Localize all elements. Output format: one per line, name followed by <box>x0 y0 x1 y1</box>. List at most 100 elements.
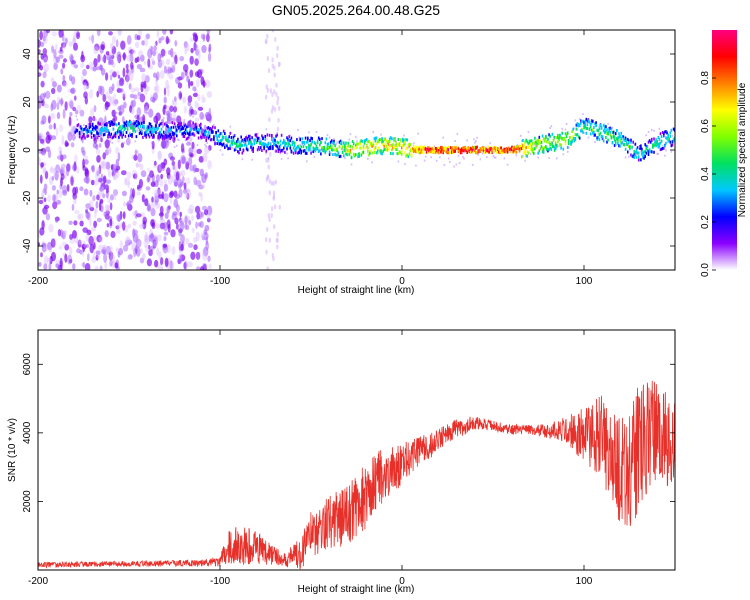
heatmap-cell <box>122 52 126 61</box>
heatmap-cell <box>577 135 580 139</box>
heatmap-cell <box>53 122 56 130</box>
heatmap-cell <box>126 76 129 85</box>
heatmap-cell <box>265 249 268 255</box>
heatmap-cell <box>513 145 515 149</box>
heatmap-cell <box>129 105 133 113</box>
heatmap-cell <box>254 133 257 137</box>
heatmap-cell <box>137 127 140 129</box>
heatmap-cell <box>268 237 271 243</box>
heatmap-cell <box>217 139 220 143</box>
heatmap-cell <box>403 138 405 142</box>
heatmap-cell <box>47 258 51 263</box>
heatmap-cell <box>263 142 265 146</box>
heatmap-cell <box>173 132 176 136</box>
heatmap-cell <box>62 190 68 196</box>
heatmap-cell <box>200 122 202 126</box>
heatmap-cell <box>207 145 212 151</box>
heatmap-cell <box>562 137 565 140</box>
heatmap-cell <box>598 127 601 131</box>
heatmap-cell <box>85 233 90 242</box>
heatmap-cell <box>189 133 191 137</box>
heatmap-cell <box>150 232 154 243</box>
heatmap-cell <box>424 151 427 154</box>
heatmap-cell <box>635 147 638 151</box>
heatmap-cell <box>416 148 418 152</box>
heatmap-cell <box>652 145 654 149</box>
heatmap-cell <box>319 144 321 147</box>
heatmap-cell <box>491 147 494 151</box>
heatmap-cell <box>243 142 246 144</box>
heatmap-cell <box>474 141 476 144</box>
heatmap-cell <box>43 162 47 167</box>
heatmap-cell <box>455 146 458 150</box>
heatmap-cell <box>646 150 649 153</box>
heatmap-cell <box>661 131 664 134</box>
heatmap-cell <box>177 159 181 170</box>
heatmap-cell <box>158 123 161 127</box>
heatmap-cell <box>344 146 346 150</box>
heatmap-cell <box>233 141 236 145</box>
heatmap-cell <box>288 142 290 146</box>
heatmap-cell <box>97 132 99 136</box>
heatmap-cell <box>252 139 254 142</box>
heatmap-cell <box>275 149 277 153</box>
heatmap-cell <box>275 91 278 97</box>
heatmap-cell <box>143 80 147 89</box>
heatmap-cell <box>71 60 76 65</box>
heatmap-cell <box>100 44 105 51</box>
heatmap-cell <box>180 121 182 125</box>
heatmap-cell <box>228 146 230 150</box>
heatmap-cell <box>262 137 264 141</box>
heatmap-cell <box>435 159 438 162</box>
heatmap-cell <box>114 135 117 139</box>
heatmap-cell <box>138 131 141 135</box>
snr-xlabel: Height of straight line (km) <box>298 584 415 595</box>
heatmap-cell <box>625 143 628 146</box>
heatmap-cell <box>105 210 110 216</box>
heatmap-cell <box>187 208 193 214</box>
heatmap-cell <box>471 163 474 166</box>
heatmap-cell <box>562 153 565 156</box>
heatmap-cell <box>588 127 591 131</box>
heatmap-cell <box>58 54 64 59</box>
heatmap-cell <box>115 131 118 135</box>
heatmap-cell <box>142 135 144 139</box>
heatmap-cell <box>332 140 334 144</box>
heatmap-cell <box>364 146 367 150</box>
heatmap-cell <box>205 130 207 134</box>
heatmap-cell <box>83 91 88 99</box>
heatmap-cell <box>592 128 594 132</box>
heatmap-cell <box>276 237 279 243</box>
heatmap-cell <box>129 49 135 54</box>
heatmap-cell <box>41 194 45 201</box>
heatmap-cell <box>162 243 168 248</box>
heatmap-cell <box>149 130 152 134</box>
heatmap-cell <box>153 236 158 246</box>
heatmap-cell <box>102 128 105 132</box>
heatmap-cell <box>69 100 74 109</box>
heatmap-cell <box>83 155 89 160</box>
heatmap-cell <box>641 150 643 154</box>
heatmap-cell <box>664 154 666 157</box>
heatmap-cell <box>207 52 212 62</box>
heatmap-cell <box>179 56 185 62</box>
heatmap-cell <box>101 125 104 128</box>
heatmap-cell <box>251 136 253 140</box>
heatmap-cell <box>85 203 91 209</box>
heatmap-cell <box>343 141 345 145</box>
heatmap-cell <box>120 112 122 115</box>
heatmap-cell <box>240 144 242 148</box>
heatmap-cell <box>160 36 165 41</box>
heatmap-cell <box>552 144 555 148</box>
heatmap-cell <box>150 125 153 128</box>
heatmap-cell <box>488 147 490 151</box>
heatmap-cell <box>385 144 388 148</box>
heatmap-cell <box>184 43 190 52</box>
heatmap-cell <box>39 93 46 101</box>
heatmap-cell <box>206 91 213 98</box>
heatmap-cell <box>241 143 244 147</box>
heatmap-cell <box>494 147 497 151</box>
heatmap-cell <box>122 130 124 134</box>
heatmap-cell <box>143 121 145 125</box>
heatmap-cell <box>213 136 215 140</box>
